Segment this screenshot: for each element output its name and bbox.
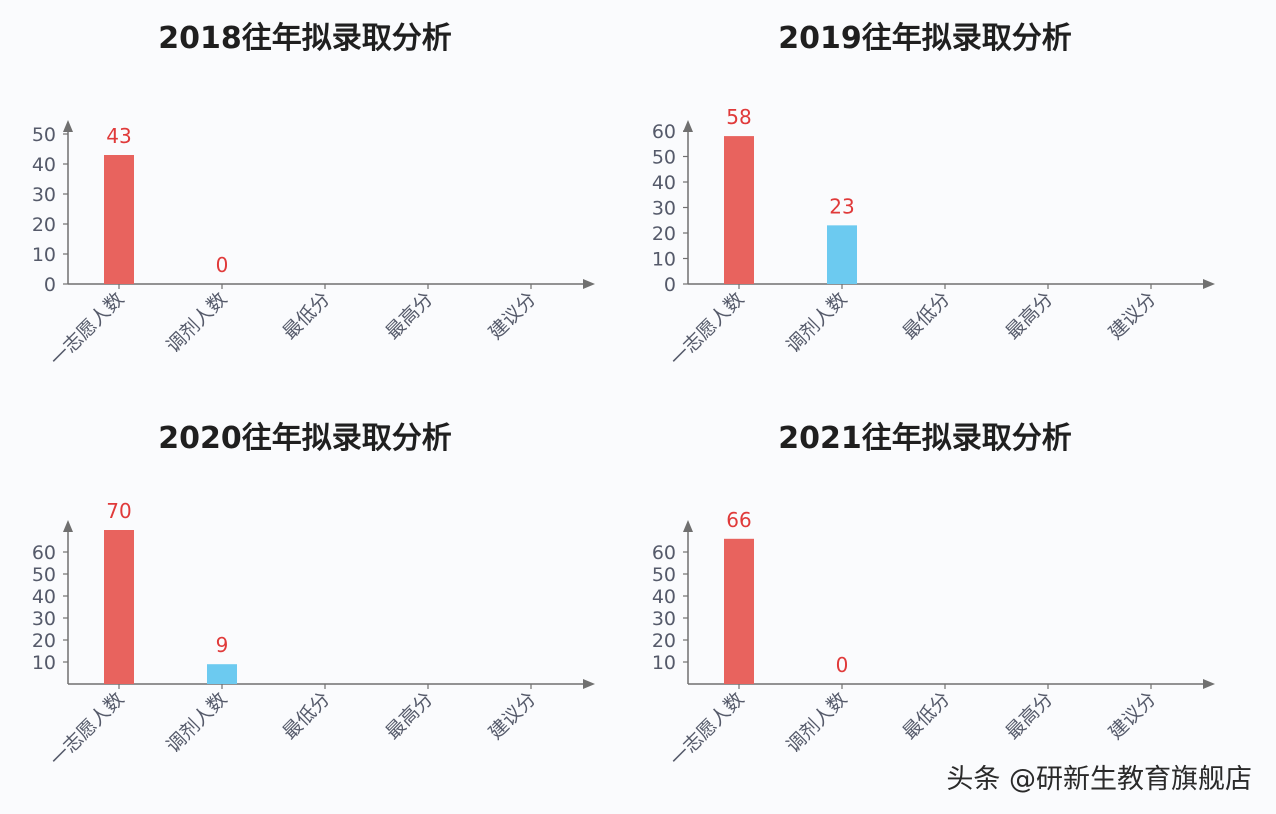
- y-tick-label: 40: [652, 172, 676, 194]
- y-tick-label: 10: [32, 652, 56, 674]
- y-axis-arrow: [683, 120, 693, 132]
- bar: [724, 538, 754, 684]
- y-tick-label: 50: [652, 564, 676, 586]
- chart-panel-0: 2018往年拟录取分析 0 10 20 30 40 50 一志愿人数 43 调剂人数 0 最低分 最高分…: [32, 21, 595, 371]
- bar: [104, 530, 134, 684]
- y-tick-label: 20: [32, 630, 56, 652]
- x-category-label: 调剂人数: [162, 688, 231, 757]
- bar: [724, 136, 754, 284]
- x-category-label: 最低分: [279, 288, 335, 344]
- x-axis-arrow: [583, 679, 595, 689]
- y-tick-label: 30: [652, 608, 676, 630]
- x-axis-arrow: [583, 279, 595, 289]
- chart-title: 2021往年拟录取分析: [778, 421, 1072, 456]
- x-axis-arrow: [1203, 679, 1215, 689]
- chart-panel-1: 2019往年拟录取分析 0 10 20 30 40 50 60 一志愿人数 58 调剂人数 23 最低分…: [652, 21, 1215, 371]
- y-tick-label: 20: [652, 630, 676, 652]
- x-category-label: 调剂人数: [782, 288, 851, 357]
- chart-title: 2020往年拟录取分析: [158, 421, 452, 456]
- y-tick-label: 40: [32, 586, 56, 608]
- x-category-label: 调剂人数: [782, 688, 851, 757]
- y-tick-label: 60: [32, 542, 56, 564]
- data-label: 58: [726, 105, 751, 129]
- x-category-label: 建议分: [485, 688, 541, 744]
- x-category-label: 最低分: [279, 688, 335, 744]
- x-category-label: 一志愿人数: [666, 288, 749, 371]
- chart-title: 2018往年拟录取分析: [158, 21, 452, 56]
- bar: [104, 155, 134, 284]
- x-category-label: 一志愿人数: [666, 688, 749, 771]
- y-tick-label: 20: [652, 223, 676, 245]
- x-category-label: 最低分: [899, 688, 955, 744]
- y-tick-label: 20: [32, 214, 56, 236]
- x-category-label: 最高分: [1002, 288, 1058, 344]
- x-axis-arrow: [1203, 279, 1215, 289]
- y-tick-label: 50: [652, 147, 676, 169]
- x-category-label: 一志愿人数: [46, 688, 129, 771]
- x-category-label: 建议分: [1105, 688, 1161, 744]
- y-tick-label: 40: [32, 154, 56, 176]
- bar: [207, 664, 237, 684]
- y-tick-label: 30: [32, 608, 56, 630]
- y-tick-label: 10: [652, 249, 676, 271]
- y-tick-label: 0: [664, 274, 676, 296]
- y-tick-label: 60: [652, 121, 676, 143]
- data-label: 43: [106, 124, 131, 148]
- chart-title: 2019往年拟录取分析: [778, 21, 1072, 56]
- y-tick-label: 40: [652, 586, 676, 608]
- data-label: 23: [829, 194, 854, 218]
- y-axis-arrow: [683, 520, 693, 532]
- data-label: 0: [216, 253, 229, 277]
- y-axis-arrow: [63, 120, 73, 132]
- x-category-label: 调剂人数: [162, 288, 231, 357]
- y-axis-arrow: [63, 520, 73, 532]
- data-label: 9: [216, 633, 229, 657]
- x-category-label: 建议分: [485, 288, 541, 344]
- y-tick-label: 30: [652, 198, 676, 220]
- y-tick-label: 50: [32, 124, 56, 146]
- y-tick-label: 60: [652, 542, 676, 564]
- x-category-label: 一志愿人数: [46, 288, 129, 371]
- data-label: 0: [836, 653, 849, 677]
- x-category-label: 建议分: [1105, 288, 1161, 344]
- bar: [827, 225, 857, 284]
- data-label: 70: [106, 499, 131, 523]
- y-tick-label: 0: [44, 274, 56, 296]
- watermark: 头条 @研新生教育旗舰店: [946, 764, 1252, 795]
- x-category-label: 最高分: [1002, 688, 1058, 744]
- data-label: 66: [726, 508, 751, 532]
- x-category-label: 最低分: [899, 288, 955, 344]
- y-tick-label: 10: [32, 244, 56, 266]
- y-tick-label: 50: [32, 564, 56, 586]
- y-tick-label: 30: [32, 184, 56, 206]
- x-category-label: 最高分: [382, 688, 438, 744]
- y-tick-label: 10: [652, 652, 676, 674]
- x-category-label: 最高分: [382, 288, 438, 344]
